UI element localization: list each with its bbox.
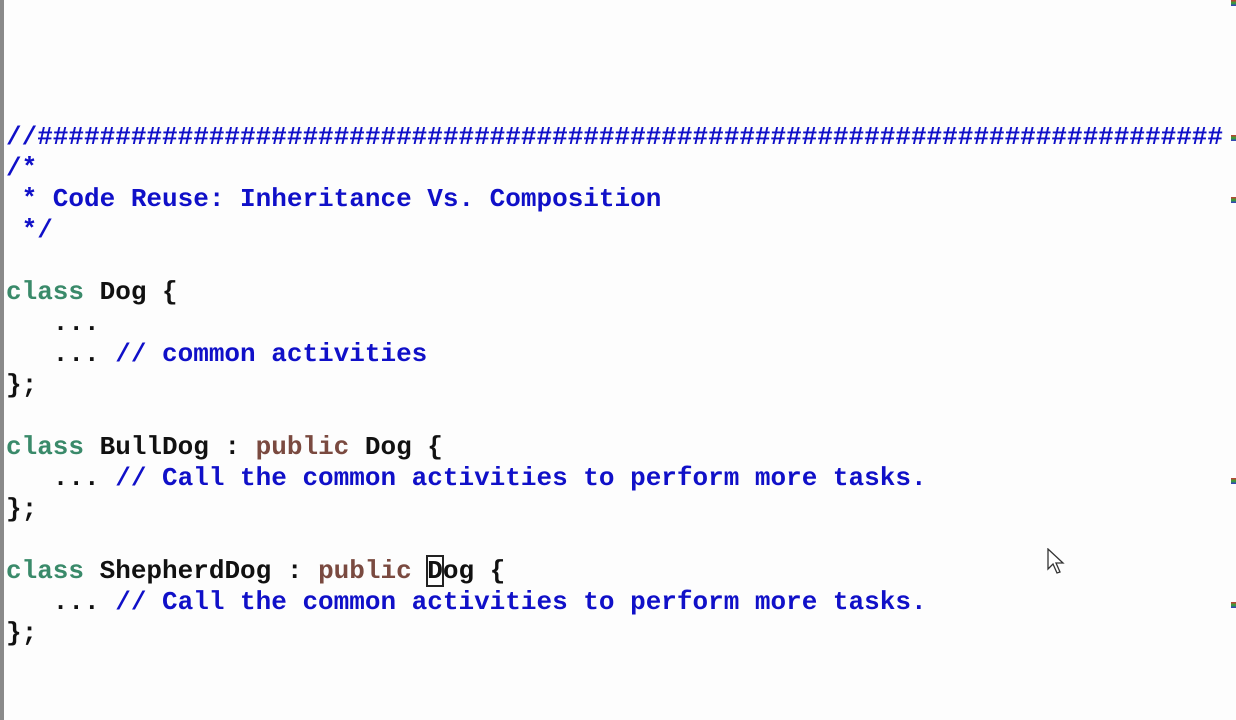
code-line[interactable]: class Dog { <box>6 277 1223 308</box>
code-line[interactable]: }; <box>6 618 1223 649</box>
code-editor[interactable]: //######################################… <box>6 122 1223 649</box>
code-token-keyword: class <box>6 277 85 307</box>
code-token-comment: */ <box>6 215 53 245</box>
code-token-text: BullDog : <box>84 432 256 462</box>
scroll-marker <box>1231 135 1236 141</box>
code-token-text: ShepherdDog : <box>84 556 319 586</box>
code-token-text: ... <box>6 587 116 617</box>
code-token-comment: // Call the common activities to perform… <box>115 463 927 493</box>
code-line[interactable]: * Code Reuse: Inheritance Vs. Compositio… <box>6 184 1223 215</box>
code-line[interactable]: /* <box>6 153 1223 184</box>
code-token-modifier: public <box>255 432 350 462</box>
code-token-text: }; <box>6 618 38 648</box>
code-line[interactable]: class BullDog : public Dog { <box>6 432 1223 463</box>
code-line[interactable]: ... <box>6 308 1223 339</box>
code-token-text: ... <box>6 308 100 338</box>
editor-left-border <box>0 0 4 720</box>
mouse-pointer-icon <box>1047 548 1065 574</box>
scroll-marker <box>1231 197 1236 203</box>
code-token-text: og { <box>442 556 506 586</box>
code-line[interactable]: }; <box>6 370 1223 401</box>
code-token-comment: /* <box>6 153 38 183</box>
code-token-text: Dog { <box>84 277 178 307</box>
code-line[interactable]: ... // Call the common activities to per… <box>6 587 1223 618</box>
code-line[interactable]: }; <box>6 494 1223 525</box>
scroll-marker <box>1231 478 1236 484</box>
code-token-comment: // Call the common activities to perform… <box>115 587 927 617</box>
code-token-text: }; <box>6 494 38 524</box>
code-token-keyword: class <box>6 556 85 586</box>
scroll-marker <box>1231 0 1236 6</box>
code-token-modifier: public <box>318 556 412 586</box>
code-line[interactable]: ... // Call the common activities to per… <box>6 463 1223 494</box>
code-line[interactable] <box>6 401 1223 432</box>
code-line[interactable]: ... // common activities <box>6 339 1223 370</box>
code-line[interactable]: */ <box>6 215 1223 246</box>
code-token-comment: * Code Reuse: Inheritance Vs. Compositio… <box>6 184 662 214</box>
code-token-text: }; <box>6 370 38 400</box>
code-line[interactable]: //######################################… <box>6 122 1223 153</box>
code-token-text: Dog { <box>349 432 443 462</box>
code-token-text <box>412 556 428 586</box>
code-line[interactable] <box>6 525 1223 556</box>
code-token-text: ... <box>6 463 116 493</box>
code-token-comment: // common activities <box>115 339 428 369</box>
code-token-comment: //######################################… <box>6 122 1223 152</box>
code-line[interactable]: class ShepherdDog : public Dog { <box>6 555 1223 587</box>
code-token-text: ... <box>6 339 116 369</box>
code-token-keyword: class <box>6 432 85 462</box>
text-caret: D <box>426 555 444 587</box>
scroll-marker <box>1231 602 1236 608</box>
code-line[interactable] <box>6 246 1223 277</box>
